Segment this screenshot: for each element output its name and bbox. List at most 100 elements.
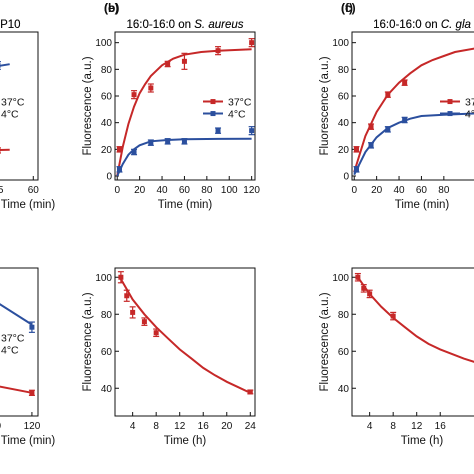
y-tick-label: 40	[101, 118, 113, 129]
x-tick-label: 20	[221, 421, 233, 432]
y-tick-label: 40	[338, 118, 350, 129]
title-prefix: 16:0-16:0 on	[126, 19, 194, 31]
data-point	[355, 274, 361, 280]
data-point	[124, 293, 130, 299]
legend-marker	[447, 99, 453, 105]
x-tick-label: 4	[367, 421, 373, 432]
fit-line-blue	[0, 303, 33, 326]
y-tick-label: 100	[332, 273, 349, 284]
y-tick-label: 100	[332, 38, 349, 49]
x-tick-label: 80	[438, 185, 450, 196]
panel-title: 16:0-16:0 on C. gla	[373, 19, 471, 31]
x-axis-label: Time (h)	[164, 435, 207, 447]
legend-label: 37°C	[1, 97, 25, 109]
x-axis-label: Time (min)	[395, 199, 450, 211]
plot-area	[0, 303, 35, 397]
data-point	[116, 146, 122, 152]
y-tick-label: 80	[338, 310, 350, 321]
data-point	[367, 291, 373, 297]
x-tick-label: 12	[411, 421, 423, 432]
legend-marker	[210, 99, 216, 105]
panel-label: (f)	[341, 1, 353, 15]
data-point	[390, 313, 396, 319]
title-species: C. gla	[441, 19, 471, 31]
y-tick-label: 80	[338, 65, 350, 76]
data-point	[29, 390, 35, 396]
panel-b: (b) 16:0-16:0 on S. aureus 0 20 40 60 80 100 120…	[82, 1, 260, 211]
panel-d: (d)E. coli TOP106090120Time (min)37°C4°C	[0, 19, 56, 447]
legend-label: 37°C	[465, 97, 474, 109]
title-species: S. aureus	[194, 19, 243, 31]
y-tick-label: 40	[338, 384, 350, 395]
plot-frame	[351, 31, 474, 181]
data-point	[215, 48, 221, 54]
y-axis-label: Fluorescence (a.u.)	[319, 292, 331, 391]
x-tick-label: 40	[156, 185, 168, 196]
panel-title: 16:0-16:0 on C. gla	[373, 19, 471, 31]
plot-frame	[0, 31, 39, 181]
fit-line-red	[0, 385, 33, 394]
x-axis-label: Time (min)	[1, 199, 56, 211]
y-tick-label: 60	[101, 347, 113, 358]
y-tick-label: 0	[343, 172, 349, 183]
x-tick-label: 20	[134, 185, 146, 196]
legend-label: 4°C	[1, 345, 19, 357]
panel-a: (a)E. coli TOP10304560Time (min)37°C4°C	[0, 19, 56, 211]
x-tick-label: 80	[201, 185, 213, 196]
title-prefix: 16:0-16:0 on	[373, 19, 441, 31]
y-axis-label: Fluorescence (a.u.)	[82, 292, 94, 391]
panel-title: E. coli TOP10	[0, 19, 21, 31]
x-tick-label: 0	[351, 185, 357, 196]
x-tick-label: 120	[243, 185, 260, 196]
panel-e: (e) 16:0-16:0 on S. aureus 4 8 12 16 20 24 40 60 8…	[82, 1, 256, 447]
fit-line-red	[0, 148, 10, 152]
x-tick-label: 100	[221, 185, 238, 196]
y-tick-label: 20	[338, 145, 350, 156]
panel-label: (c)	[341, 1, 356, 15]
legend-label: 4°C	[465, 109, 474, 121]
data-point	[131, 149, 137, 155]
data-point	[29, 324, 35, 330]
x-tick-label: 120	[24, 421, 41, 432]
y-axis-label: Fluorescence (a.u.)	[82, 56, 94, 155]
x-tick-label: 24	[245, 421, 257, 432]
y-tick-label: 100	[95, 38, 112, 49]
legend-label: 4°C	[1, 109, 19, 121]
data-point	[165, 61, 171, 67]
x-tick-label: 8	[390, 421, 396, 432]
y-tick-label: 80	[101, 65, 113, 76]
plot-frame	[114, 31, 256, 181]
fit-line-red	[357, 276, 474, 363]
data-point	[165, 138, 171, 144]
panel-label: (b)	[104, 1, 119, 15]
x-tick-label: 20	[371, 185, 383, 196]
data-point	[148, 140, 154, 146]
data-point	[131, 92, 137, 98]
x-axis-label: Time (min)	[1, 435, 56, 447]
plot-frame	[0, 267, 39, 417]
y-tick-label: 40	[101, 384, 113, 395]
fit-line-red	[120, 278, 251, 394]
fit-line-red	[116, 48, 252, 177]
title-prefix: 16:0-16:0 on	[126, 19, 194, 31]
plot-area	[353, 47, 474, 176]
x-tick-label: 45	[0, 185, 4, 196]
x-tick-label: 16	[435, 421, 447, 432]
data-point	[148, 85, 154, 91]
panel-title: E. coli TOP10	[0, 19, 21, 31]
plot-area	[0, 60, 10, 154]
plot-frame	[114, 267, 256, 417]
panel-c: (c) 16:0-16:0 on C. gla 0 20 40 60 80 0 20 40 60 80…	[319, 1, 474, 211]
data-point	[402, 80, 408, 86]
x-tick-label: 60	[179, 185, 191, 196]
x-tick-label: 90	[0, 421, 1, 432]
y-tick-label: 60	[338, 92, 350, 103]
data-point	[181, 58, 187, 64]
y-axis-label: Fluorescence (a.u.)	[319, 56, 331, 155]
data-point	[353, 146, 359, 152]
plot-area	[116, 38, 255, 177]
x-axis-label: Time (min)	[158, 199, 213, 211]
x-tick-label: 40	[393, 185, 405, 196]
legend-label: 37°C	[228, 97, 252, 109]
